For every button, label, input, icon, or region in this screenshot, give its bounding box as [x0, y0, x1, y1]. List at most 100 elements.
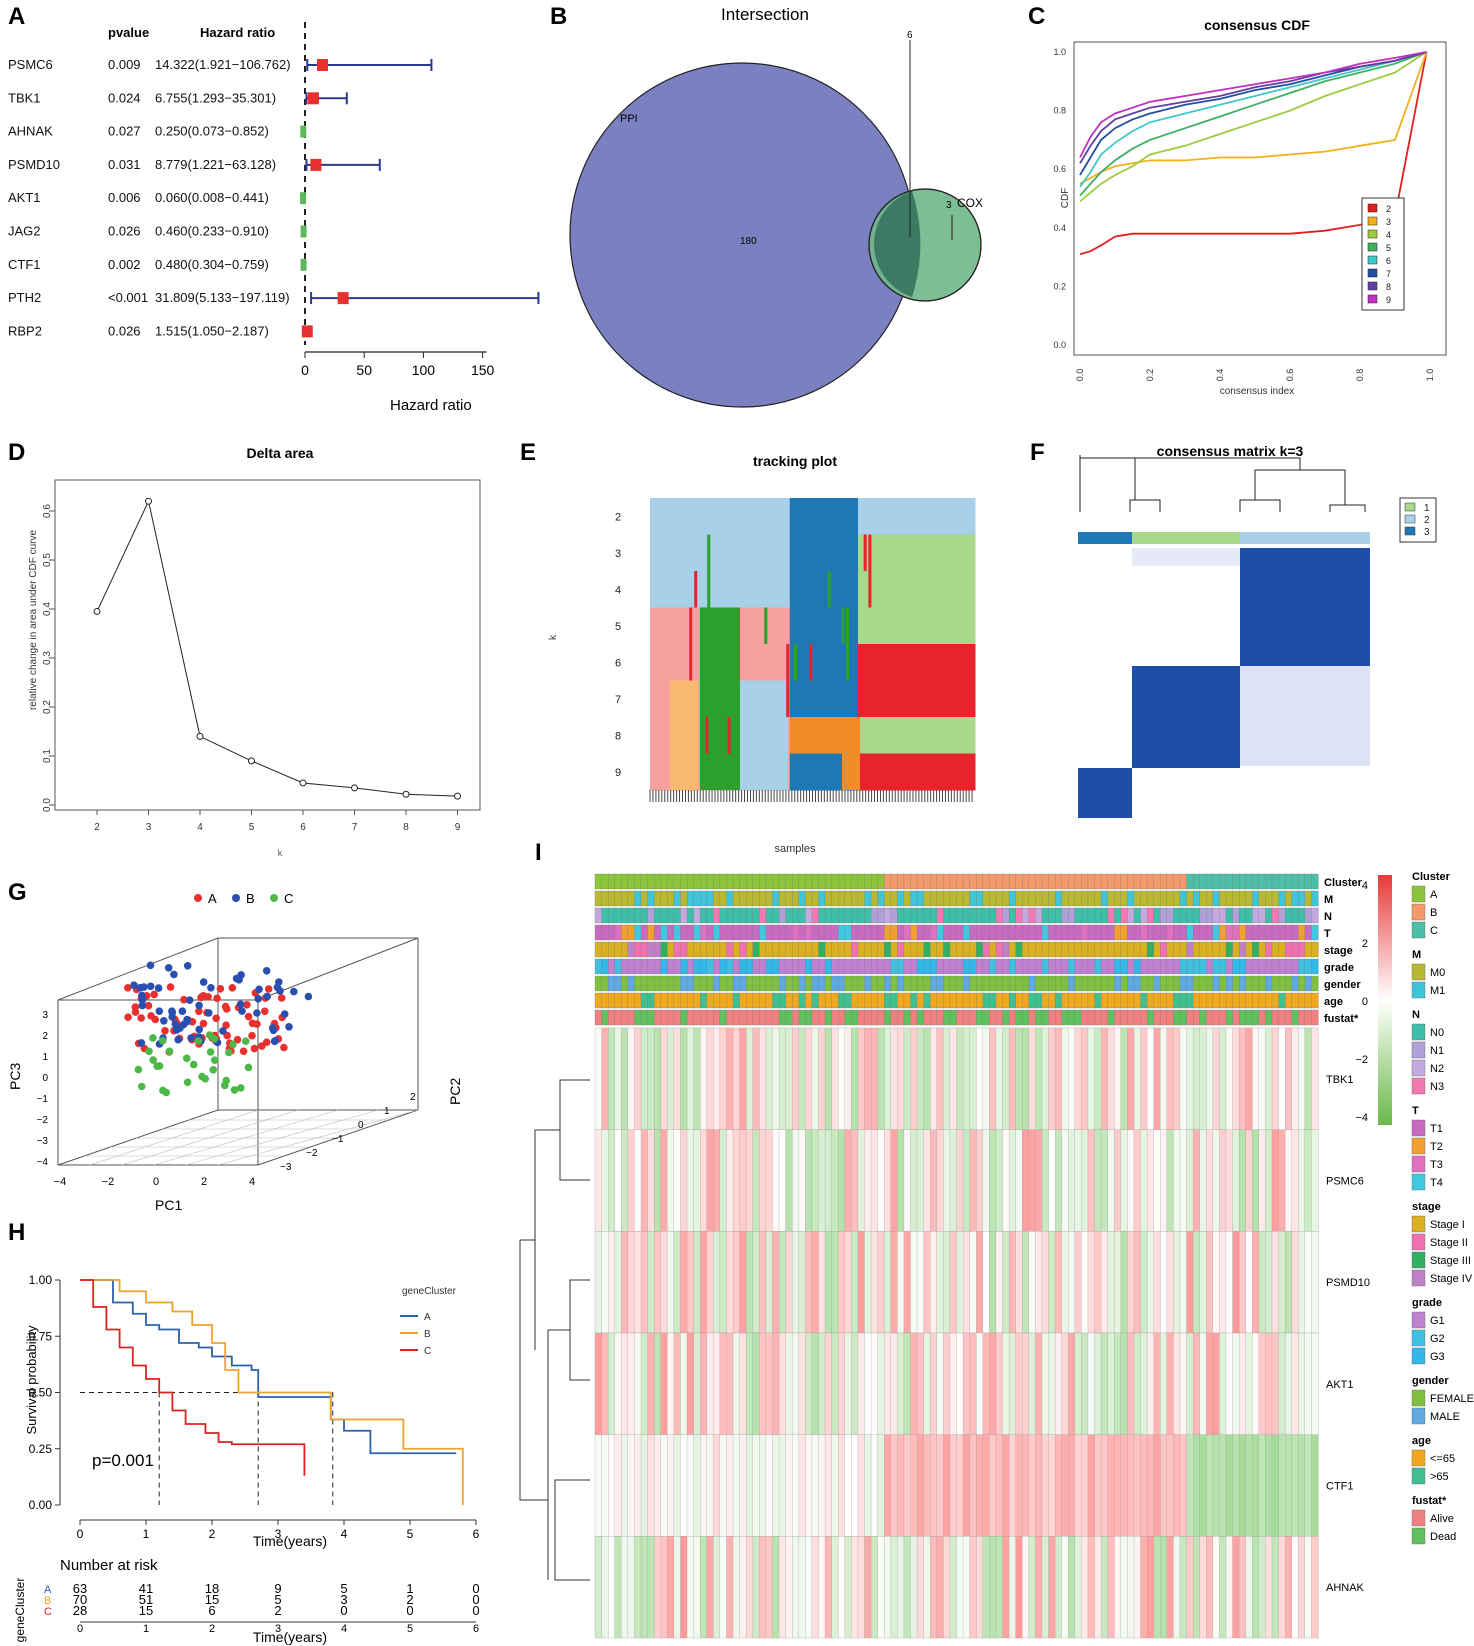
heatmap-cell [1160, 1332, 1168, 1435]
heatmap-cell [989, 1332, 997, 1435]
km-legend-label: A [424, 1312, 431, 1323]
forest-point [337, 292, 349, 305]
heatmap-cell [831, 1231, 839, 1334]
forest-point [301, 325, 313, 338]
pca-grid [89, 1109, 259, 1166]
heatmap-cell [916, 1434, 925, 1537]
heatmap-cell [877, 1536, 885, 1639]
heatmap-cell [785, 1332, 793, 1435]
forest-gene-label: RBP2 [8, 323, 42, 338]
heatmap-cell [1153, 1129, 1161, 1232]
annotation-cell [956, 1009, 964, 1026]
annotation-cell [995, 958, 1004, 975]
annotation-cell [1146, 958, 1155, 975]
annotation-cell [1015, 924, 1023, 941]
annotation-cell [627, 958, 635, 975]
km-legend-label: B [424, 1329, 431, 1340]
heatmap-cell [1041, 1027, 1050, 1130]
heatmap-cell [1166, 1027, 1174, 1130]
heatmap-cell [647, 1536, 655, 1639]
annotation-cell [1094, 958, 1102, 975]
heatmap-cell [765, 1231, 774, 1334]
risk-xtick: 6 [473, 1623, 479, 1635]
heatmap-cell [1133, 1434, 1142, 1537]
heatmap-cell [752, 1332, 760, 1435]
annotation-cell [989, 873, 997, 890]
heatmap-cell [897, 1027, 905, 1130]
heatmap-cell [1127, 1129, 1135, 1232]
annotation-cell [785, 992, 793, 1009]
annotation-cell [851, 975, 859, 992]
annotation-cell [1140, 941, 1148, 958]
annotation-cell [1048, 907, 1056, 924]
heatmap-cell [877, 1332, 885, 1435]
annotation-cell [1028, 924, 1036, 941]
annotation-cell [706, 890, 714, 907]
heatmap-cell [1271, 1536, 1280, 1639]
annotation-cell [1054, 958, 1063, 975]
annotation-cell [700, 890, 708, 907]
heatmap-cell [798, 1434, 806, 1537]
cdf-legend-label: 3 [1386, 217, 1391, 227]
risk-count: 15 [139, 1603, 153, 1618]
tracking-cell [705, 717, 709, 754]
matrix-block [1240, 548, 1370, 666]
annotation-cell [1232, 958, 1240, 975]
forest-gene-label: JAG2 [8, 224, 41, 239]
annotation-cell [1298, 924, 1306, 941]
annotation-cell [1120, 975, 1128, 992]
annotation-cell [739, 975, 747, 992]
annotation-cell [844, 907, 852, 924]
heatmap-cell [916, 1536, 925, 1639]
annotation-cell [831, 873, 839, 890]
legend-label: <=65 [1430, 1453, 1455, 1465]
heatmap-cell [1160, 1536, 1168, 1639]
annotation-cell [713, 992, 721, 1009]
annotation-cell [1054, 924, 1063, 941]
legend-label: A [1430, 889, 1438, 901]
heatmap-cell [654, 1434, 662, 1537]
annotation-cell [1087, 958, 1096, 975]
pca-point [165, 1047, 174, 1056]
annotation-cell [1048, 958, 1056, 975]
heatmap-cell [956, 1027, 964, 1130]
pca-point [222, 1005, 231, 1013]
km-ytick: 0.25 [29, 1442, 53, 1456]
heatmap-cell [739, 1536, 747, 1639]
heatmap-cell [1179, 1434, 1188, 1537]
heatmap-cell [1258, 1434, 1266, 1537]
heatmap-cell [608, 1129, 616, 1232]
annotation-cell [1133, 1009, 1142, 1026]
annotation-cell [752, 975, 760, 992]
heatmap-cell [1186, 1332, 1194, 1435]
km-ytick: 0.75 [29, 1329, 53, 1343]
heatmap-cell [726, 1434, 734, 1537]
heatmap-cell [1140, 1332, 1148, 1435]
tracking-cell [764, 607, 768, 644]
annotation-cell [1054, 992, 1063, 1009]
pca-ztick: 2 [410, 1092, 416, 1103]
tracking-xlabel: samples [775, 843, 816, 855]
heatmap-cell [1153, 1434, 1161, 1537]
annotation-cell [752, 924, 760, 941]
pca-point [136, 983, 145, 992]
legend-title: M [1412, 949, 1421, 961]
heatmap-cell [1114, 1231, 1122, 1334]
annotation-cell [1258, 992, 1266, 1009]
annotation-cell [1074, 958, 1082, 975]
pca-point [225, 1048, 233, 1057]
annotation-cell [719, 873, 728, 890]
heatmap-cell [700, 1231, 708, 1334]
heatmap-cell [1048, 1231, 1056, 1334]
annotation-cell [686, 907, 695, 924]
annotation-cell [1008, 924, 1017, 941]
heatmap-cell [1252, 1434, 1260, 1537]
matrix-block [1240, 666, 1370, 766]
heatmap-cell [1068, 1434, 1076, 1537]
annotation-cell [930, 924, 938, 941]
heatmap-cell [936, 1332, 944, 1435]
forest-xtick: 150 [471, 362, 495, 378]
heatmap-cell [1265, 1434, 1273, 1537]
annotation-cell [1133, 907, 1142, 924]
annotation-cell [1140, 907, 1148, 924]
